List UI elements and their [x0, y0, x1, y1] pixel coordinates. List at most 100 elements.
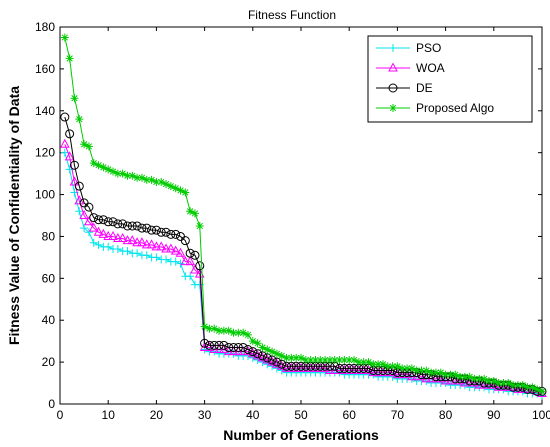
data-point-proposed-algo [504, 379, 513, 388]
data-point-proposed-algo [460, 372, 469, 381]
data-point-woa [513, 383, 523, 393]
data-point-de [127, 221, 137, 231]
data-point-woa [291, 362, 302, 372]
data-point-proposed-algo [253, 339, 262, 348]
data-point-de [171, 229, 181, 239]
data-point-proposed-algo [229, 328, 238, 337]
data-point-woa [354, 364, 364, 374]
y-tick-label: 20 [42, 355, 56, 369]
data-point-proposed-algo [518, 381, 527, 390]
data-point-woa [402, 369, 412, 379]
data-point-proposed-algo [446, 370, 455, 379]
data-point-pso [84, 228, 93, 237]
y-tick-label: 120 [35, 146, 55, 160]
data-point-proposed-algo [292, 353, 301, 362]
data-point-woa [127, 235, 138, 245]
data-point-proposed-algo [330, 356, 339, 365]
data-point-proposed-algo [75, 115, 84, 124]
data-point-proposed-algo [162, 180, 171, 189]
data-point-proposed-algo [451, 370, 460, 379]
data-point-proposed-algo [422, 366, 431, 375]
data-point-woa [185, 256, 195, 266]
data-point-de [113, 219, 123, 229]
data-point-de [267, 355, 277, 365]
data-point-de [224, 342, 234, 352]
data-point-proposed-algo [316, 356, 325, 365]
y-tick-label: 0 [48, 397, 55, 411]
data-point-proposed-algo [128, 171, 137, 180]
data-point-de [161, 227, 171, 237]
data-point-de [108, 217, 118, 227]
x-tick-label: 20 [150, 408, 164, 422]
data-point-woa [175, 247, 186, 257]
data-point-proposed-algo [137, 173, 146, 182]
data-point-de [286, 361, 296, 371]
data-point-pso [171, 257, 180, 266]
data-point-woa [151, 241, 162, 251]
data-point-de [122, 221, 132, 231]
data-point-woa [170, 245, 181, 255]
data-point-proposed-algo [311, 356, 320, 365]
data-point-de [204, 340, 214, 350]
data-point-proposed-algo [258, 343, 267, 352]
data-point-proposed-algo [378, 360, 387, 369]
data-point-proposed-algo [427, 368, 436, 377]
data-point-woa [156, 241, 167, 251]
x-tick-label: 60 [343, 408, 357, 422]
data-point-de [233, 342, 243, 352]
data-point-woa [180, 256, 191, 266]
legend-label-proposed-algo: Proposed Algo [416, 101, 494, 115]
data-point-proposed-algo [388, 362, 397, 371]
data-point-woa [108, 230, 118, 240]
legend-item-de: DE [376, 81, 433, 95]
data-point-proposed-algo [210, 324, 219, 333]
data-point-de [180, 236, 190, 246]
data-point-de [339, 363, 349, 373]
data-point-proposed-algo [431, 368, 440, 377]
data-point-proposed-algo [224, 326, 233, 335]
x-tick-label: 40 [246, 408, 260, 422]
data-point-proposed-algo [152, 177, 161, 186]
data-point-pso [94, 240, 103, 249]
data-point-de [209, 340, 219, 350]
data-point-de [65, 129, 75, 139]
data-point-proposed-algo [484, 376, 493, 385]
legend-marker-de [388, 83, 398, 93]
data-point-proposed-algo [133, 173, 142, 182]
data-point-proposed-algo [403, 364, 412, 373]
data-point-proposed-algo [104, 165, 113, 174]
data-point-proposed-algo [523, 383, 532, 392]
data-point-proposed-algo [176, 186, 185, 195]
data-point-de [89, 213, 99, 223]
data-point-proposed-algo [350, 356, 359, 365]
data-point-proposed-algo [181, 188, 190, 197]
data-point-de [84, 202, 94, 212]
data-point-proposed-algo [268, 347, 277, 356]
series-layer [59, 33, 547, 400]
y-tick-label: 40 [42, 313, 56, 327]
data-point-woa [469, 377, 480, 387]
data-point-woa [305, 362, 316, 372]
data-point-proposed-algo [306, 356, 315, 365]
data-point-proposed-algo [321, 356, 330, 365]
x-tick-label: 90 [487, 408, 501, 422]
data-point-proposed-algo [147, 175, 156, 184]
data-point-proposed-algo [282, 353, 291, 362]
data-point-woa [484, 379, 494, 389]
data-point-proposed-algo [436, 368, 445, 377]
data-point-proposed-algo [109, 167, 118, 176]
x-tick-label: 80 [439, 408, 453, 422]
data-point-woa [397, 369, 408, 379]
data-point-proposed-algo [113, 169, 122, 178]
legend: PSO WOA DE Proposed Algo [367, 35, 533, 123]
data-point-proposed-algo [538, 387, 546, 396]
data-point-de [214, 340, 224, 350]
data-point-proposed-algo [456, 372, 465, 381]
data-point-de [282, 361, 292, 371]
data-point-proposed-algo [470, 374, 479, 383]
data-point-proposed-algo [243, 330, 252, 339]
data-point-de [253, 349, 263, 359]
data-point-de [200, 338, 210, 348]
data-point-pso [176, 259, 185, 268]
data-point-proposed-algo [345, 356, 354, 365]
